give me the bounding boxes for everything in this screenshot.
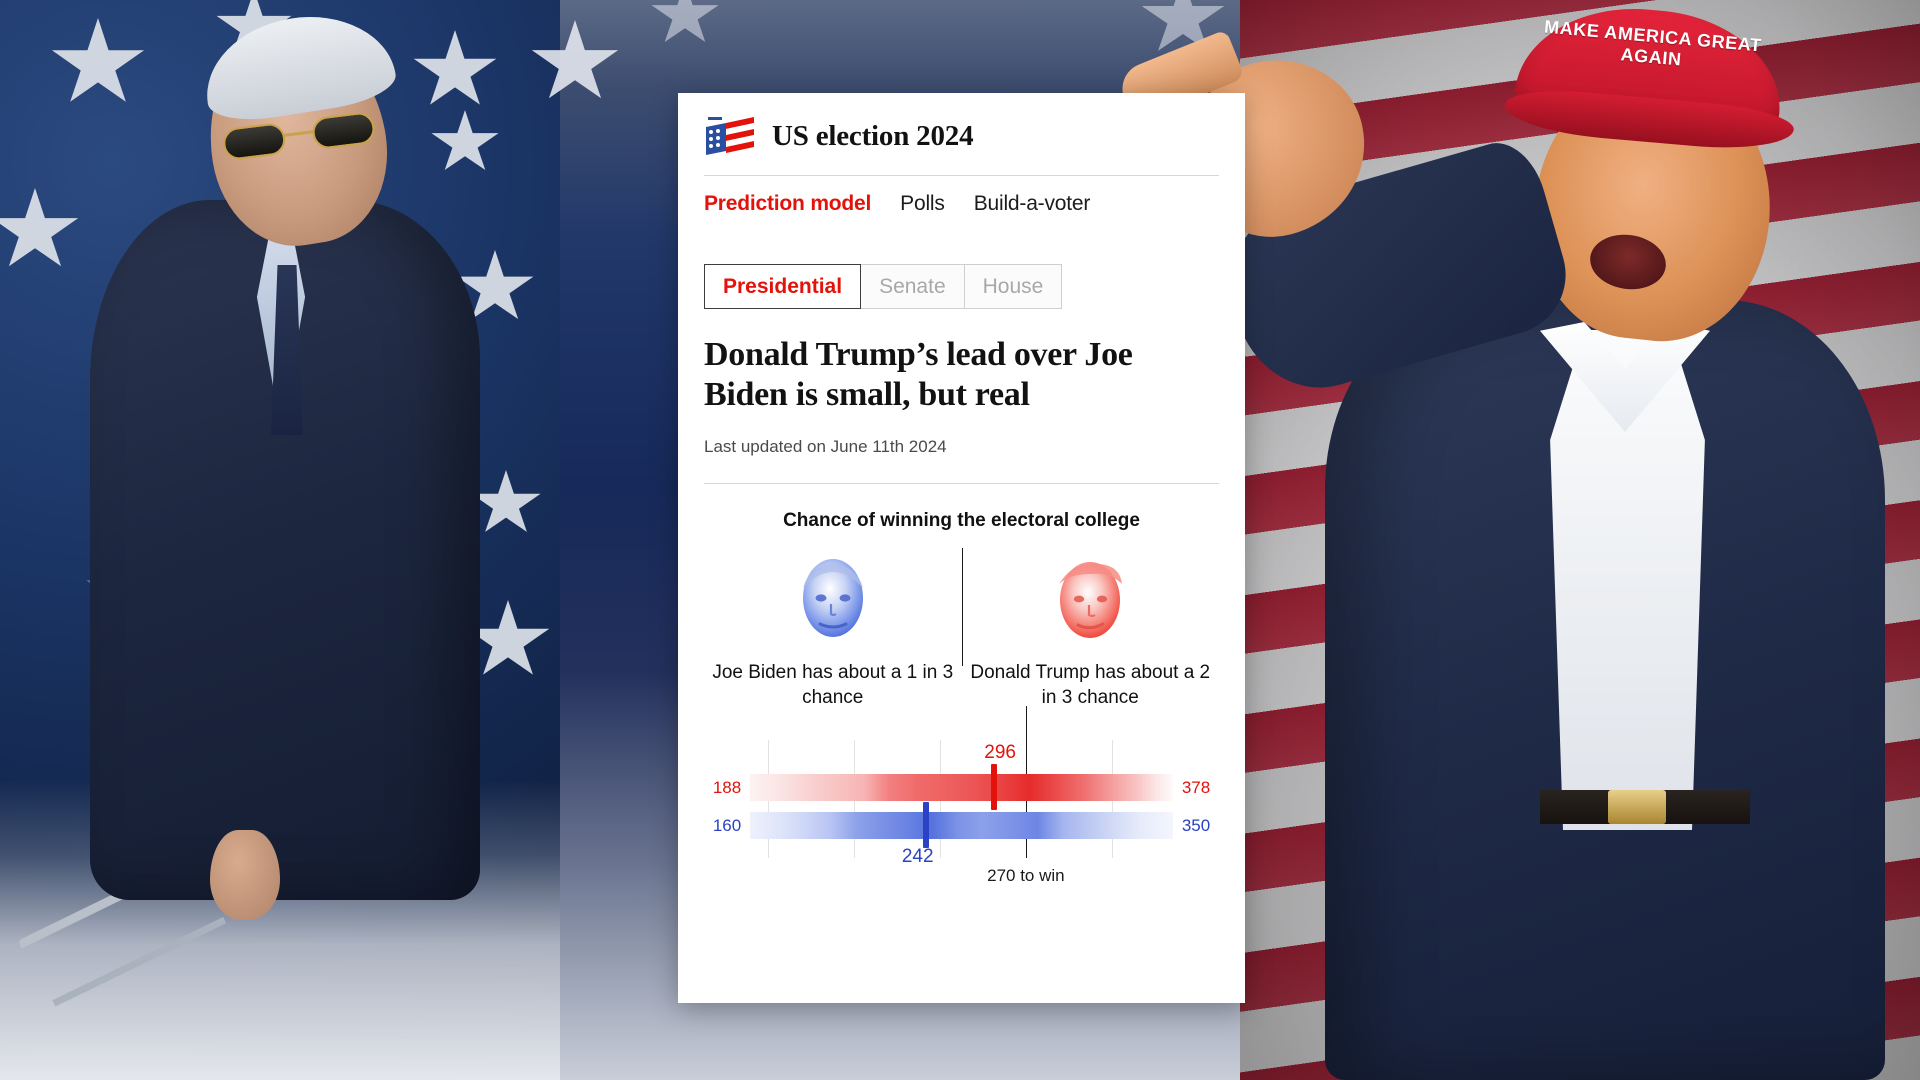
biden-density-gradient (750, 812, 1173, 840)
candidate-summary-row: Joe Biden has about a 1 in 3 chance (704, 548, 1220, 710)
biden-distribution-row: 160 350 (704, 802, 1219, 849)
biden-portrait-icon (802, 559, 863, 638)
election-prediction-card: US election 2024 Prediction model Polls … (678, 93, 1245, 1003)
brand-header: US election 2024 (704, 93, 1219, 175)
trump-low-value: 188 (712, 777, 742, 797)
biden-photo-subject (17, 3, 530, 1080)
trump-median-label: 296 (984, 742, 1016, 764)
electoral-vote-distribution-chart: 188 378 296 160 350 2 (704, 706, 1219, 890)
chart-title: Chance of winning the electoral college (783, 510, 1140, 532)
nav-item-polls[interactable]: Polls (900, 192, 945, 215)
biden-high-value: 350 (1181, 815, 1211, 835)
trump-distribution-row: 188 378 (704, 764, 1219, 811)
chart-divider (704, 483, 1219, 485)
biden-chance-text: Joe Biden has about a 1 in 3 chance (712, 662, 954, 709)
trump-high-value: 378 (1181, 777, 1211, 797)
page-title: Donald Trump’s lead over Joe Biden is sm… (704, 336, 1133, 414)
candidate-biden: Joe Biden has about a 1 in 3 chance (704, 554, 962, 710)
us-election-flag-logo-icon (706, 117, 754, 155)
candidate-trump: Donald Trump has about a 2 in 3 chance (962, 554, 1220, 710)
biden-median-label: 242 (901, 846, 934, 868)
nav-item-prediction-model[interactable]: Prediction model (704, 192, 872, 215)
tab-house[interactable]: House (964, 264, 1063, 309)
trump-density-gradient (750, 774, 1173, 802)
trump-distribution-track (750, 764, 1173, 811)
trump-median-marker (991, 764, 998, 811)
primary-nav: Prediction model Polls Build-a-voter (704, 176, 1219, 216)
brand-title: US election 2024 (772, 119, 974, 152)
threshold-label: 270 to win (987, 866, 1065, 886)
tab-senate[interactable]: Senate (861, 264, 965, 309)
biden-distribution-track (750, 802, 1173, 849)
nav-item-build-a-voter[interactable]: Build-a-voter (973, 192, 1091, 215)
trump-chance-text: Donald Trump has about a 2 in 3 chance (970, 662, 1211, 709)
trump-photo-subject: MAKE AMERICA GREAT AGAIN (1114, 0, 1920, 1080)
tab-presidential[interactable]: Presidential (704, 264, 862, 309)
last-updated-text: Last updated on June 11th 2024 (704, 437, 947, 457)
trump-portrait-icon (1059, 562, 1123, 639)
candidate-divider (961, 548, 963, 667)
race-tabs: Presidential Senate House (704, 264, 1072, 309)
brand-divider (704, 175, 1219, 176)
biden-low-value: 160 (712, 815, 742, 835)
biden-median-marker (923, 802, 930, 849)
